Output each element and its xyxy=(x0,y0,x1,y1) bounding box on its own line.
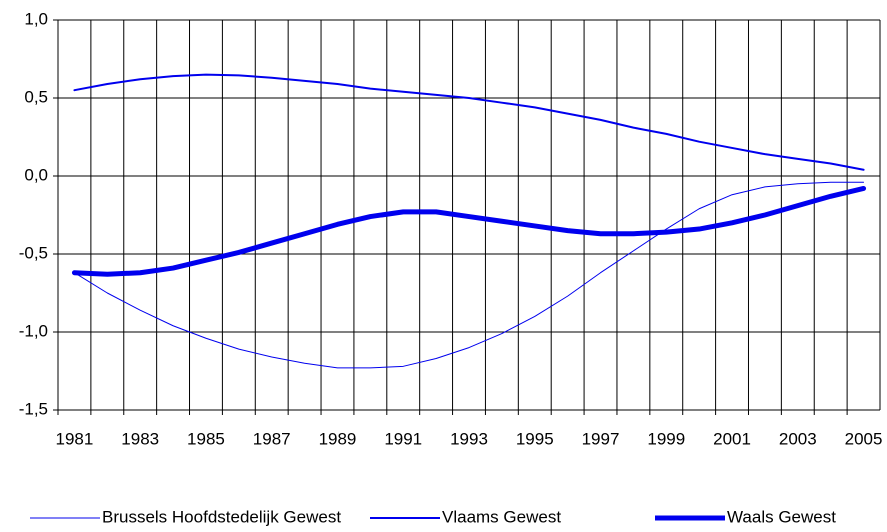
legend-label: Brussels Hoofdstedelijk Gewest xyxy=(102,507,341,526)
x-tick-label: 2003 xyxy=(779,429,817,448)
y-tick-label: 1,0 xyxy=(24,9,48,28)
series-line xyxy=(73,181,865,369)
legend-label: Vlaams Gewest xyxy=(442,507,561,526)
x-tick-label: 2001 xyxy=(713,429,751,448)
y-tick-label: -1,0 xyxy=(19,321,48,340)
x-tick-label: 1987 xyxy=(253,429,291,448)
legend-label: Waals Gewest xyxy=(727,507,836,526)
x-tick-label: 1999 xyxy=(647,429,685,448)
y-tick-label: 0,5 xyxy=(24,87,48,106)
x-tick-label: 1991 xyxy=(384,429,422,448)
y-tick-label: -0,5 xyxy=(19,243,48,262)
series-line xyxy=(71,185,867,277)
x-tick-label: 1985 xyxy=(187,429,225,448)
x-tick-label: 1997 xyxy=(582,429,620,448)
y-tick-label: 0,0 xyxy=(24,165,48,184)
x-tick-label: 1993 xyxy=(450,429,488,448)
x-tick-label: 1995 xyxy=(516,429,554,448)
x-tick-label: 1989 xyxy=(319,429,357,448)
x-tick-label: 1981 xyxy=(56,429,94,448)
series-line xyxy=(73,73,865,171)
x-tick-label: 2005 xyxy=(845,429,883,448)
x-tick-label: 1983 xyxy=(121,429,159,448)
y-tick-label: -1,5 xyxy=(19,399,48,418)
